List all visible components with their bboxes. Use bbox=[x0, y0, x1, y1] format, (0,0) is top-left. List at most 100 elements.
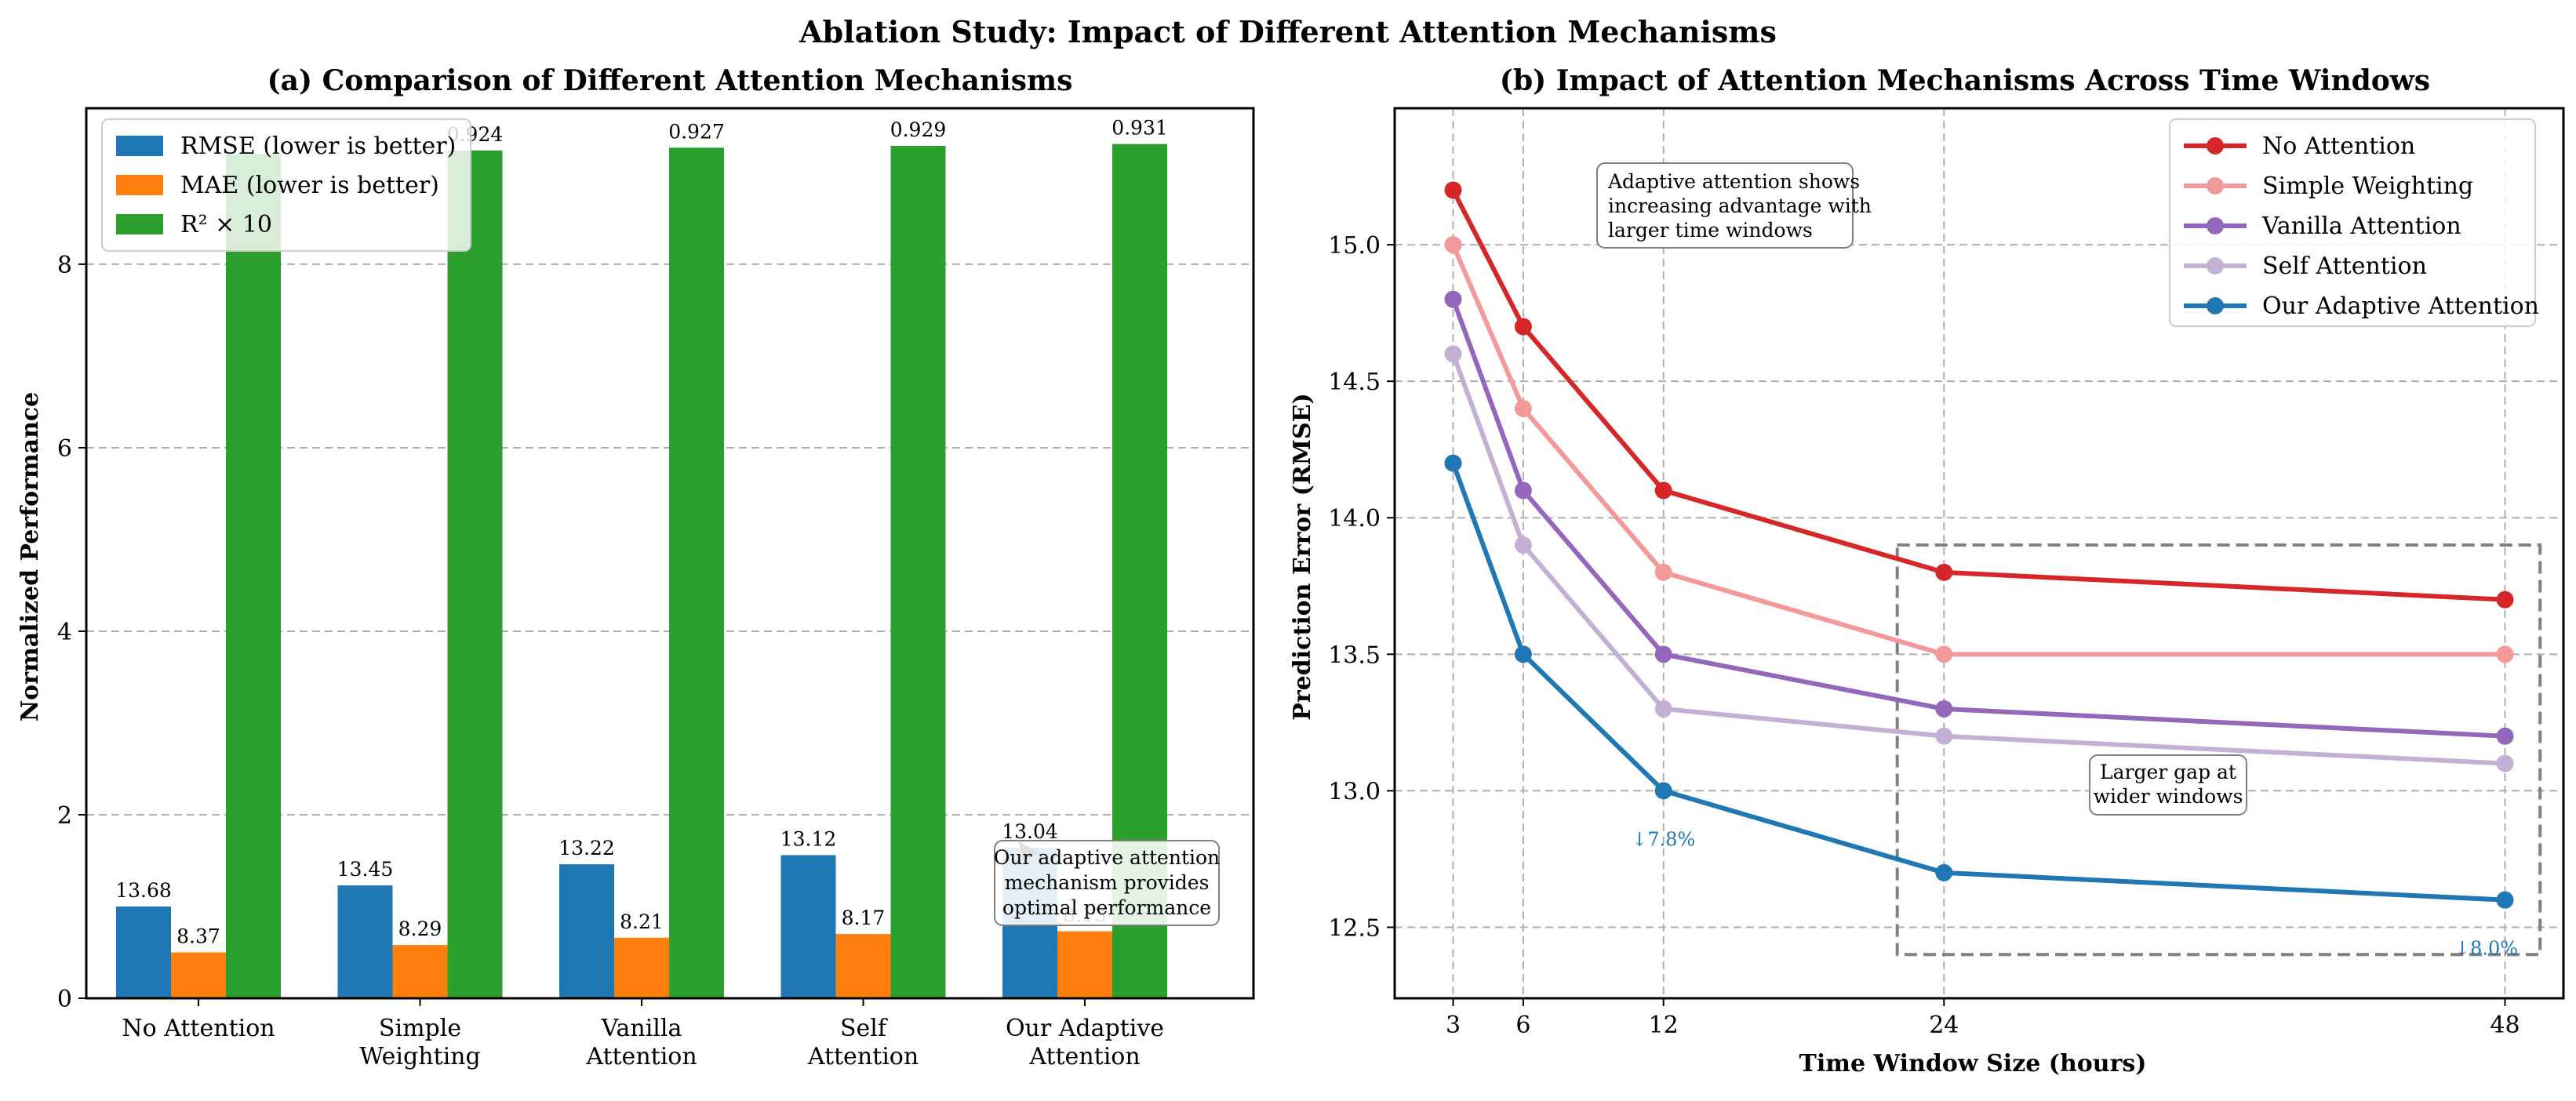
legend-label-vanilla-attention: Vanilla Attention bbox=[2261, 213, 2461, 240]
annotation-text-line: mechanism provides bbox=[1005, 871, 1210, 894]
legend-box bbox=[101, 118, 471, 252]
legend-marker-no-attention bbox=[2207, 137, 2224, 154]
y-tick-label: 14.5 bbox=[1328, 369, 1381, 396]
x-tick-label-line: Weighting bbox=[359, 1043, 480, 1070]
series-point-our-adaptive-attention bbox=[2496, 891, 2514, 909]
y-tick-label: 14.0 bbox=[1328, 505, 1381, 532]
legend-marker-our-adaptive-attention bbox=[2207, 297, 2224, 314]
series-our-adaptive-attention bbox=[1444, 454, 2514, 909]
x-tick-label: 6 bbox=[1515, 1012, 1530, 1039]
note-text-adaptive: larger time windows bbox=[1608, 219, 1813, 242]
legend-box bbox=[2169, 118, 2536, 327]
series-point-simple-weighting bbox=[1444, 236, 1462, 254]
legend-label-r: R² × 10 bbox=[180, 211, 272, 238]
x-tick-label-line: Vanilla bbox=[601, 1015, 682, 1042]
y-tick-label: 2 bbox=[57, 802, 72, 830]
legend-swatch-rmse bbox=[116, 136, 163, 156]
panel-a-axes-frame bbox=[85, 107, 1255, 1000]
series-point-vanilla-attention bbox=[1654, 645, 1672, 663]
value-label-mae-no-attention: 8.37 bbox=[176, 925, 220, 947]
bar-rmse-simple-weighting bbox=[337, 885, 393, 998]
panel-a-ylabel: Normalized Performance bbox=[16, 392, 44, 721]
legend-label-no-attention: No Attention bbox=[2262, 133, 2415, 160]
series-line-self-attention bbox=[1450, 353, 2505, 766]
y-tick-label: 15.0 bbox=[1328, 232, 1381, 260]
series-point-simple-weighting bbox=[1514, 399, 1532, 417]
y-tick-label: 8 bbox=[57, 252, 72, 279]
legend-label-rmse: RMSE (lower is better) bbox=[180, 133, 456, 160]
bar-r-self-attention bbox=[890, 145, 946, 998]
x-tick-label-line: Our Adaptive bbox=[1006, 1015, 1164, 1042]
series-point-our-adaptive-attention bbox=[1935, 863, 1953, 881]
y-tick-label: 12.5 bbox=[1328, 914, 1381, 942]
bar-rmse-no-attention bbox=[116, 906, 171, 998]
note-box-gap bbox=[2089, 754, 2247, 816]
panel-b-xlabel: Time Window Size (hours) bbox=[1799, 1050, 2147, 1077]
annotation-box bbox=[994, 840, 1220, 926]
series-point-self-attention bbox=[1514, 536, 1532, 554]
series-point-no-attention bbox=[1935, 563, 1953, 581]
y-tick-label: 13.0 bbox=[1328, 778, 1381, 805]
x-tick-label-line: No Attention bbox=[122, 1015, 275, 1042]
bar-rmse-self-attention bbox=[780, 855, 836, 998]
legend-swatch-mae bbox=[116, 175, 163, 195]
value-label-rmse-our-adaptive-attention: 13.04 bbox=[1002, 820, 1058, 843]
panel-a-title: (a) Comparison of Different Attention Me… bbox=[267, 64, 1073, 97]
x-tick-label-line: Simple bbox=[379, 1015, 461, 1042]
value-label-rmse-simple-weighting: 13.45 bbox=[337, 858, 394, 881]
bar-r-no-attention bbox=[226, 154, 281, 999]
panel-b-axes-frame bbox=[1393, 107, 2565, 1000]
panel-b-series-lines bbox=[1444, 181, 2514, 909]
series-point-no-attention bbox=[1514, 318, 1532, 336]
series-point-our-adaptive-attention bbox=[1654, 782, 1672, 800]
panel-b-highlight-region bbox=[1895, 543, 2542, 957]
panel-b-y-ticks: 12.5 13.0 13.5 14.0 14.5 15.0 bbox=[1328, 232, 1395, 942]
value-label-mae-self-attention: 8.17 bbox=[842, 907, 886, 929]
panel-a-bar-chart: (a) Comparison of Different Attention Me… bbox=[16, 64, 1255, 1070]
series-point-no-attention bbox=[2496, 590, 2514, 609]
series-point-no-attention bbox=[1444, 181, 1462, 199]
series-simple-weighting bbox=[1444, 236, 2514, 663]
note-text-adaptive: increasing advantage with bbox=[1608, 194, 1872, 217]
legend-label-our-adaptive-attention: Our Adaptive Attention bbox=[2262, 293, 2539, 320]
x-tick-label: 48 bbox=[2490, 1012, 2520, 1039]
value-label-r-our-adaptive-attention: 0.931 bbox=[1112, 117, 1168, 140]
y-tick-label: 13.5 bbox=[1328, 641, 1381, 669]
series-line-our-adaptive-attention bbox=[1450, 462, 2505, 903]
note-text-adaptive: Adaptive attention shows bbox=[1607, 170, 1860, 193]
legend-label-self-attention: Self Attention bbox=[2262, 253, 2427, 280]
value-label-rmse-self-attention: 13.12 bbox=[780, 827, 837, 850]
annotation-text-line: optimal performance bbox=[1002, 896, 1211, 919]
bar-mae-self-attention bbox=[835, 934, 891, 998]
series-point-vanilla-attention bbox=[1935, 699, 1953, 718]
bar-mae-no-attention bbox=[171, 952, 226, 998]
note-box-adaptive bbox=[1596, 162, 1854, 249]
series-point-our-adaptive-attention bbox=[1514, 645, 1532, 663]
legend-label-simple-weighting: Simple Weighting bbox=[2262, 173, 2473, 200]
x-tick-label-self-attention: Self Attention bbox=[807, 1015, 919, 1070]
x-tick-label: 12 bbox=[1649, 1012, 1679, 1039]
x-tick-label-no-attention: No Attention bbox=[122, 1015, 275, 1042]
bar-mae-vanilla-attention bbox=[614, 937, 669, 998]
panel-b-title: (b) Impact of Attention Mechanisms Acros… bbox=[1500, 64, 2430, 97]
note-text-gap: wider windows bbox=[2094, 785, 2243, 808]
series-point-no-attention bbox=[1654, 481, 1672, 500]
panel-a-y-ticks: 0 2 4 6 8 bbox=[57, 252, 86, 1013]
series-point-simple-weighting bbox=[1935, 645, 1953, 663]
legend-marker-self-attention bbox=[2207, 257, 2224, 274]
panel-b-x-ticks: 3 6 12 24 48 bbox=[1446, 998, 2520, 1039]
y-tick-label: 4 bbox=[57, 619, 72, 646]
x-tick-label-our-adaptive-attention: Our Adaptive Attention bbox=[1006, 1015, 1164, 1070]
bar-rmse-vanilla-attention bbox=[559, 864, 614, 998]
value-label-mae-vanilla-attention: 8.21 bbox=[620, 910, 664, 933]
x-tick-label-line: Self bbox=[840, 1015, 888, 1042]
x-tick-label-simple-weighting: Simple Weighting bbox=[359, 1015, 480, 1070]
pct-label-48h: ↓8.0% bbox=[2454, 938, 2518, 960]
x-tick-label: 24 bbox=[1929, 1012, 1959, 1039]
panel-b-ylabel: Prediction Error (RMSE) bbox=[1289, 393, 1316, 720]
panel-a-legend: RMSE (lower is better) MAE (lower is bett… bbox=[101, 118, 471, 252]
x-tick-label: 3 bbox=[1446, 1012, 1461, 1039]
series-point-self-attention bbox=[2496, 754, 2514, 772]
